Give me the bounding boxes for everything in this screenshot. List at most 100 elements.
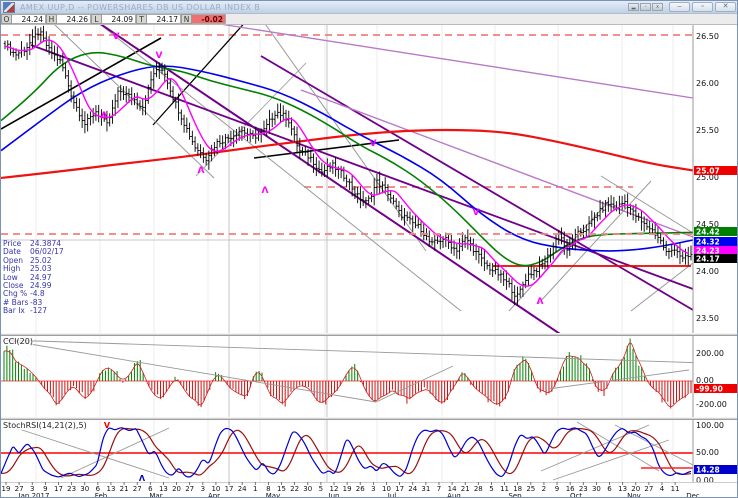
stoch-trendline bbox=[18, 428, 170, 479]
x-axis-month-label: Oct bbox=[570, 492, 582, 498]
x-axis-day-label: 22 bbox=[290, 485, 299, 493]
title-bar[interactable]: AMEX UUP,D -- POWERSHARES DB US DOLLAR I… bbox=[1, 1, 737, 14]
x-axis-canvas: 19 27 3 9 17 23 30 6 13 21 27 6 13 20 27 3 10 17 24 1 8 15 22 3… bbox=[1, 482, 737, 498]
main-chart-canvas[interactable]: V V V V Λ Λ Λ Λ 26.50 26.00 25.50 25.00 24.50 24.00 23… bbox=[1, 25, 738, 333]
mdi-minimize-button[interactable]: ▂ bbox=[628, 3, 639, 11]
x-axis-day-label: 4 bbox=[660, 485, 665, 493]
x-axis-day-label: 17 bbox=[225, 485, 234, 493]
panel-splitter-2[interactable] bbox=[1, 417, 737, 420]
trendline bbox=[600, 175, 694, 234]
panel-splitter-1[interactable] bbox=[1, 333, 737, 336]
trendline bbox=[260, 55, 694, 311]
maximize-button[interactable]: ▫ bbox=[692, 2, 713, 12]
x-axis-day-label: 27 bbox=[15, 485, 24, 493]
stochrsi-indicator-label: StochRSI(14,21(2),5) bbox=[3, 421, 87, 430]
window-button-group: – ▫ ✕ bbox=[669, 2, 736, 12]
price-badge-value: 25.07 bbox=[696, 167, 720, 176]
price-badge-value: 24.23 bbox=[696, 247, 720, 256]
x-axis-month-label: Apr bbox=[208, 492, 220, 498]
x-axis-day-label: 31 bbox=[421, 485, 430, 493]
ma-mid-line bbox=[1, 51, 694, 267]
price-badge-value: 24.17 bbox=[696, 255, 720, 264]
price-badge bbox=[694, 254, 737, 263]
mdi-close-button[interactable]: x bbox=[652, 3, 663, 11]
x-axis-day-label: 19 bbox=[343, 485, 352, 493]
x-axis-day-label: 12 bbox=[330, 485, 339, 493]
pivot-marker: Λ bbox=[262, 186, 269, 196]
x-axis-month-label: Sep bbox=[508, 492, 522, 498]
x-axis-month-label: Mar bbox=[149, 492, 162, 498]
x-axis-day-label: 1 bbox=[253, 485, 257, 493]
cci-histogram bbox=[3, 338, 692, 409]
x-axis-month-label: Jun bbox=[328, 492, 340, 498]
trendline bbox=[630, 262, 694, 312]
pivot-marker: V bbox=[156, 51, 163, 61]
info-row: Chg % -4.8 bbox=[3, 289, 45, 299]
x-axis-day-label: 27 bbox=[185, 485, 194, 493]
x-axis-day-label: 17 bbox=[395, 485, 404, 493]
cci-panel: CCI(20) 200.00 0.00 -200.00 -99.90 bbox=[1, 336, 738, 417]
pivot-marker: Λ bbox=[198, 166, 205, 176]
cursor-info-panel: Price 24.3874 Date 06/02/17 Open 25.02 High… bbox=[3, 239, 64, 316]
trendline bbox=[54, 25, 215, 179]
x-axis-month-label: Jan 2017 bbox=[18, 492, 50, 498]
trendline bbox=[1, 37, 162, 130]
cci-chart-canvas[interactable]: 200.00 0.00 -200.00 -99.90 bbox=[1, 336, 738, 417]
info-row: Close 24.99 bbox=[3, 281, 52, 291]
x-axis-day-label: 27 bbox=[644, 485, 653, 493]
y-axis-background bbox=[693, 25, 737, 333]
x-axis-day-label: 24 bbox=[408, 485, 417, 493]
x-axis-day-label: 5 bbox=[319, 485, 323, 493]
pivot-marker: V bbox=[113, 32, 120, 42]
x-axis-day-label: 13 bbox=[159, 485, 168, 493]
x-axis-day-label: 18 bbox=[513, 485, 522, 493]
x-axis-day-label: 23 bbox=[67, 485, 76, 493]
x-axis-day-label: 25 bbox=[526, 485, 535, 493]
cci-indicator-label: CCI(20) bbox=[3, 337, 33, 346]
x-axis-day-label: 16 bbox=[566, 485, 575, 493]
quote-bar: O 24.24 H 24.26 L 24.09 T 24.17 N -0.02 bbox=[1, 14, 737, 25]
price-badge bbox=[694, 465, 737, 474]
pivot-marker: Λ bbox=[537, 297, 544, 307]
cci-trendline bbox=[5, 339, 377, 403]
x-axis-day-label: 23 bbox=[579, 485, 588, 493]
x-axis-day-label: 28 bbox=[474, 485, 483, 493]
pivot-marker: Λ bbox=[101, 111, 108, 121]
y-axis-tick-label: 26.00 bbox=[696, 79, 719, 88]
x-axis-day-label: 20 bbox=[172, 485, 181, 493]
x-axis-day-label: 17 bbox=[54, 485, 63, 493]
cci-background bbox=[1, 336, 737, 417]
x-axis-day-label: 14 bbox=[448, 485, 457, 493]
trendline bbox=[222, 25, 694, 99]
trendline bbox=[537, 180, 652, 305]
x-axis-area[interactable]: 19 27 3 9 17 23 30 6 13 21 27 6 13 20 27 3 10 17 24 1 8 15 22 3… bbox=[1, 482, 737, 498]
stoch-d-line bbox=[1, 427, 692, 477]
x-axis-day-label: 11 bbox=[671, 485, 680, 493]
x-axis-day-label: 21 bbox=[120, 485, 129, 493]
quote-field-last: T 24.17 bbox=[136, 14, 181, 24]
window-title: AMEX UUP,D -- POWERSHARES DB US DOLLAR I… bbox=[20, 2, 261, 12]
info-row: Bar Ix -127 bbox=[3, 306, 48, 316]
y-axis-tick-label: 200.00 bbox=[696, 349, 724, 358]
x-axis-day-label: 6 bbox=[96, 485, 101, 493]
ma-slow-line bbox=[1, 65, 694, 252]
price-badge bbox=[694, 246, 737, 255]
y-axis-tick-label: -200.00 bbox=[696, 400, 727, 409]
x-axis-day-label: 8 bbox=[266, 485, 270, 493]
mdi-button-group: ▂ ▫ x bbox=[628, 3, 663, 11]
x-axis-month-label: Feb bbox=[95, 492, 108, 498]
minimize-button[interactable]: – bbox=[669, 2, 690, 12]
close-button[interactable]: ✕ bbox=[715, 2, 736, 12]
x-axis-day-label: 10 bbox=[211, 485, 220, 493]
x-axis-day-label: 15 bbox=[277, 485, 286, 493]
trendline bbox=[30, 44, 694, 290]
price-badge-value: 24.42 bbox=[696, 228, 720, 237]
info-row: Price 24.3874 bbox=[3, 239, 62, 248]
y-axis-tick-label: 24.00 bbox=[696, 267, 719, 276]
quote-field-open: O 24.24 bbox=[1, 14, 46, 24]
ma-fast-line bbox=[4, 39, 689, 287]
pivot-marker: V bbox=[370, 139, 377, 149]
mdi-restore-button[interactable]: ▫ bbox=[640, 3, 651, 11]
trendline bbox=[195, 62, 307, 177]
